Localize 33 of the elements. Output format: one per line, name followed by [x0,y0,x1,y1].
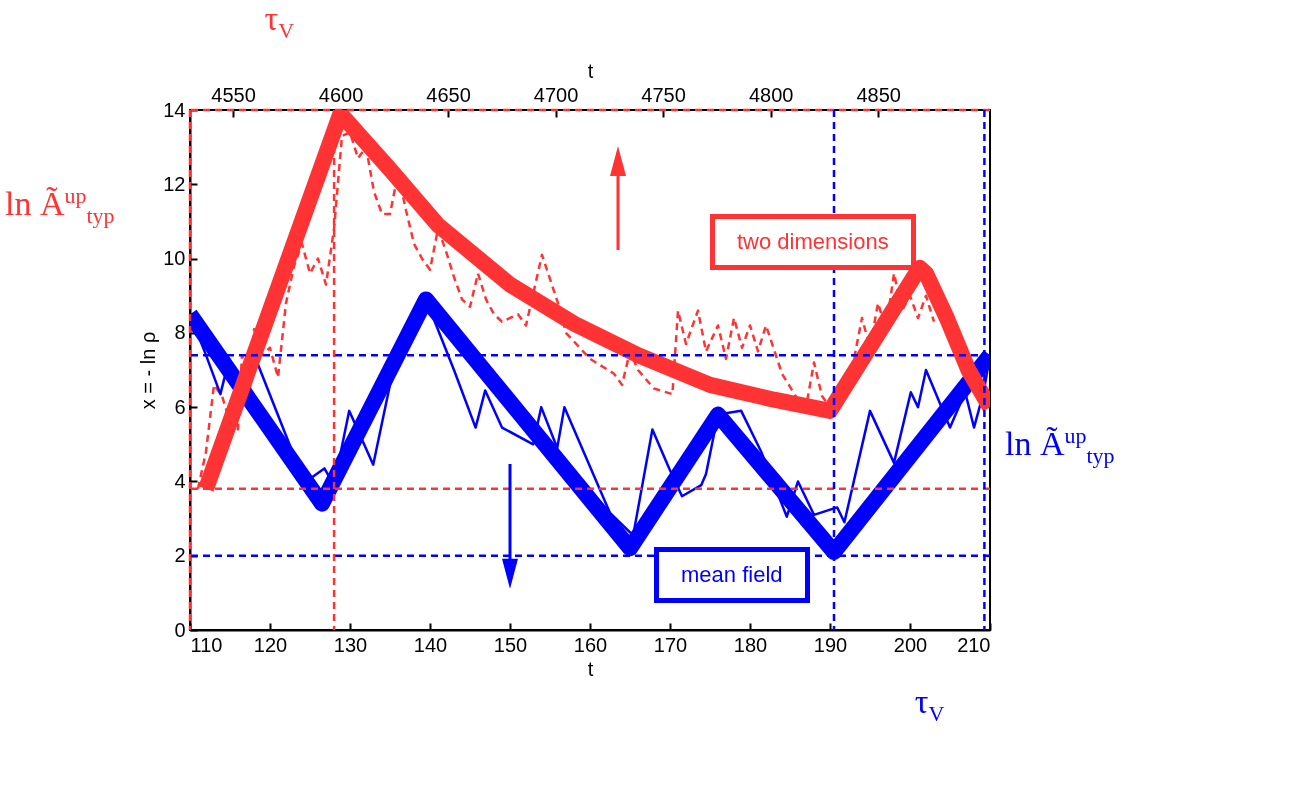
x-tick-label: 150 [493,633,528,656]
x-tick-label: 110 [190,633,223,656]
x-tick-label: 210 [957,633,991,656]
x-tick-label: 200 [893,633,928,656]
x-tick-label: 140 [413,633,448,656]
y-tick-label: 14 [163,98,186,121]
x2-tick-label: 4800 [748,83,794,106]
y-tick-label: 10 [163,247,186,270]
y-tick-label: 8 [174,321,186,344]
x-tick-label: 160 [573,633,608,656]
y-tick-label: 12 [163,172,186,195]
ref-line-label: τ$_{V}$ [264,0,295,43]
x-tick-label: 190 [813,633,848,656]
y-tick-label: 2 [174,544,186,567]
y-axis-title: x = - ln ρ [137,331,160,410]
x-tick-label: 130 [333,633,368,656]
x-tick-label: 170 [653,633,688,656]
series-label: two dimensions [710,214,916,270]
x2-tick-label: 4600 [318,83,364,106]
x2-tick-label: 4650 [426,83,471,106]
x2-tick-label: 4750 [641,83,686,106]
text: mean field [654,546,810,603]
ref-line-label: τ$_{V}$ [914,683,945,726]
y-tick-label: 0 [174,618,186,641]
x2-tick-label: 4700 [533,83,579,106]
x2-tick-label: 4550 [211,83,256,106]
x-tick-label: 180 [733,633,768,656]
y-tick-label: 6 [174,395,186,418]
x-axis-title: t [587,657,594,680]
x2-tick-label: 4850 [856,83,901,106]
x2-axis-title: t [587,59,594,82]
y-tick-label: 4 [174,469,186,492]
x-tick-label: 120 [253,633,288,656]
